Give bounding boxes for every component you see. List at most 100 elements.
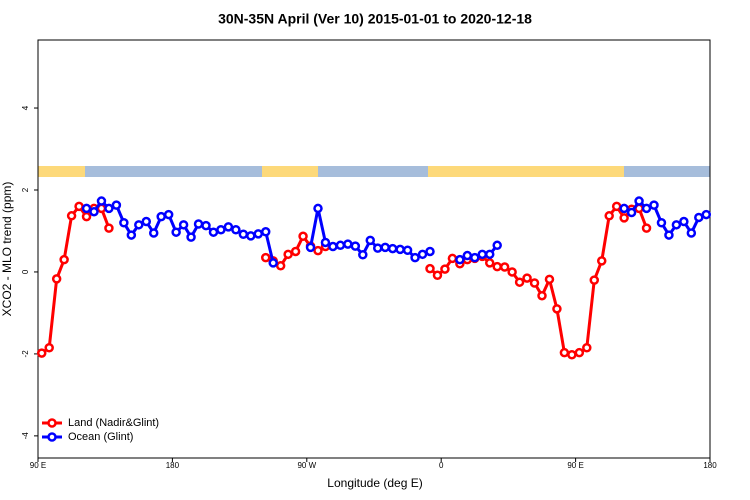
data-point <box>171 227 181 237</box>
data-point <box>66 211 77 221</box>
legend-label: Land (Nadir&Glint) <box>68 417 159 429</box>
data-point <box>641 223 652 233</box>
data-point <box>582 343 592 353</box>
data-point <box>119 218 129 228</box>
y-tick-label: 0 <box>21 269 30 274</box>
data-point <box>156 211 166 222</box>
data-point <box>216 224 226 235</box>
data-point <box>238 229 249 239</box>
legend-marker <box>47 418 57 428</box>
legend-label: Ocean (Glint) <box>68 431 133 443</box>
y-tick-label: 2 <box>21 187 30 192</box>
data-point <box>134 220 144 230</box>
data-point <box>522 273 532 283</box>
data-point <box>619 203 629 214</box>
data-point <box>358 249 368 260</box>
data-point <box>104 203 114 214</box>
data-point <box>455 254 465 265</box>
data-point <box>313 203 323 214</box>
data-point <box>365 235 376 246</box>
data-point <box>44 343 54 353</box>
x-axis-label: Longitude (deg E) <box>327 476 422 490</box>
data-point <box>447 253 458 264</box>
data-point <box>81 203 92 214</box>
data-point <box>298 231 308 242</box>
y-tick-label: 4 <box>21 105 30 110</box>
data-point <box>275 261 286 271</box>
data-point <box>611 201 622 212</box>
land-strip <box>262 166 318 177</box>
data-point <box>141 216 152 227</box>
land-strip <box>38 166 85 177</box>
y-axis-label: XCO2 - MLO trend (ppm) <box>0 182 14 317</box>
data-point <box>514 277 525 287</box>
data-point <box>350 241 361 251</box>
ocean-strip <box>38 166 710 177</box>
data-point <box>51 274 62 284</box>
data-point <box>163 209 174 220</box>
data-point <box>432 270 443 280</box>
data-point <box>372 243 383 253</box>
data-point <box>148 228 159 238</box>
data-point <box>484 249 495 260</box>
data-point <box>596 256 607 266</box>
data-point <box>320 237 331 248</box>
data-point <box>410 252 420 263</box>
data-point <box>208 227 219 237</box>
data-point <box>387 243 398 254</box>
data-point <box>425 263 435 274</box>
data-point <box>507 267 517 277</box>
data-point <box>656 218 667 228</box>
x-tick-label: 180 <box>166 461 180 470</box>
data-point <box>664 230 674 240</box>
data-point <box>335 240 346 251</box>
x-tick-label: 90 W <box>297 461 316 470</box>
data-point <box>74 201 84 212</box>
x-tick-label: 90 E <box>567 461 583 470</box>
data-point <box>260 227 271 237</box>
data-point <box>223 222 234 232</box>
data-point <box>701 209 712 220</box>
data-point <box>477 249 488 260</box>
data-point <box>499 262 510 272</box>
data-point <box>492 261 502 272</box>
data-point <box>201 220 211 231</box>
x-tick-label: 90 E <box>30 461 46 470</box>
data-point <box>305 242 316 253</box>
data-point <box>178 220 189 230</box>
data-point <box>402 245 413 255</box>
plot-frame <box>37 39 711 459</box>
data-point <box>96 196 107 206</box>
data-point <box>417 249 428 260</box>
data-point <box>36 348 47 358</box>
data-point <box>395 244 405 255</box>
data-point <box>537 290 547 301</box>
data-point <box>253 229 264 239</box>
data-point <box>81 211 92 222</box>
data-point <box>679 216 689 227</box>
legend-marker <box>47 432 57 442</box>
data-point <box>246 231 256 241</box>
data-point <box>634 196 644 206</box>
data-point <box>425 246 435 257</box>
data-point <box>552 304 562 314</box>
series-line <box>40 203 648 357</box>
data-point <box>104 223 114 233</box>
data-point <box>328 241 338 252</box>
data-point <box>567 349 577 360</box>
data-point <box>231 224 241 235</box>
data-point <box>111 200 122 210</box>
data-point <box>641 203 652 214</box>
land-strip <box>428 166 624 177</box>
data-point <box>126 230 137 240</box>
data-point <box>686 228 697 238</box>
data-point <box>89 206 99 217</box>
data-point <box>619 213 629 223</box>
y-tick-label: -2 <box>21 350 30 358</box>
chart-title: 30N-35N April (Ver 10) 2015-01-01 to 202… <box>218 11 532 27</box>
data-point <box>626 207 637 218</box>
data-point <box>186 232 196 242</box>
data-point <box>604 211 614 221</box>
data-point <box>529 278 540 288</box>
